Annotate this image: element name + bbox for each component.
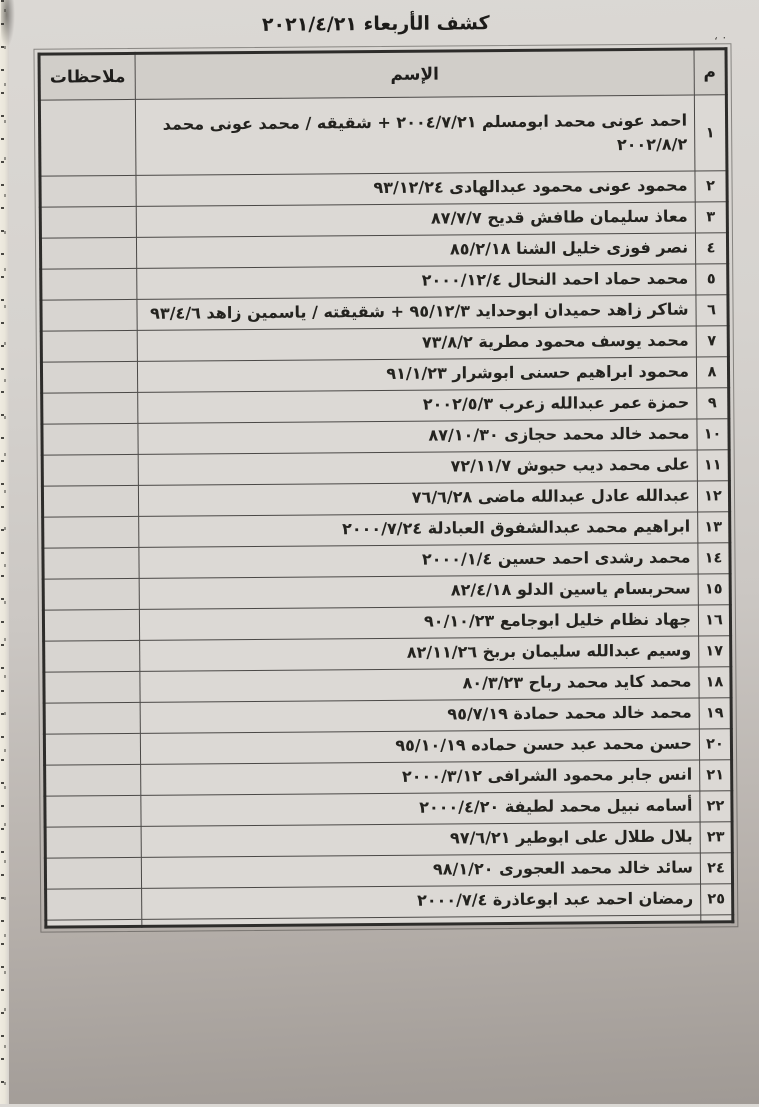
row-number-cell: ٢٠ (699, 728, 732, 760)
pen-marks: ، ٠ (713, 29, 729, 45)
name-cell: محمد كايد محمد رباح ٨٠/٣/٢٣ (139, 666, 700, 703)
notes-cell (43, 609, 140, 642)
header-name: الإسم (135, 49, 695, 100)
row-number-cell: ٢ (694, 170, 728, 203)
notes-cell (41, 361, 138, 394)
name-cell: بلال طلال على ابوطير ٩٧/٦/٢١ (141, 821, 701, 858)
notes-cell (40, 206, 137, 239)
notes-cell (42, 547, 140, 580)
table-header: م الإسم ملاحظات (39, 48, 727, 101)
row-number-cell: ٧ (696, 325, 729, 358)
notes-cell (45, 888, 142, 921)
name-cell: شاكر زاهد حميدان ابوحدايد ٩٥/١٢/٣ + شقيق… (136, 295, 697, 331)
row-number-cell: ١٤ (697, 542, 731, 574)
row-number-cell: ١ (694, 94, 727, 172)
header-number: م (693, 48, 727, 96)
name-cell: محمد رشدى احمد حسين ٢٠٠٠/١/٤ (138, 543, 699, 579)
row-number-cell: ٢٤ (700, 852, 733, 884)
row-number-cell: ٤ (695, 232, 728, 265)
name-cell: وسيم عبدالله سليمان بربخ ٨٢/١١/٢٦ (139, 635, 699, 672)
name-cell: احمد عونى محمد ابومسلم ٢٠٠٤/٧/٢١ + شقيقه… (135, 95, 695, 176)
row-number-cell: ٣ (695, 201, 728, 234)
spacer-cell (45, 919, 142, 928)
header-row: م الإسم ملاحظات (39, 48, 727, 101)
notes-cell (40, 299, 138, 332)
header-notes: ملاحظات (39, 53, 136, 101)
roster-table: م الإسم ملاحظات ١ احمد عونى محمد ابومسلم… (33, 43, 739, 933)
row-number-cell: ١٩ (699, 697, 732, 729)
row-number-cell: ١٨ (698, 666, 732, 698)
page-title: كشف الأربعاء ٢٠٢١/٤/٢١ (261, 12, 490, 36)
notes-cell (45, 857, 142, 890)
notes-cell (43, 671, 141, 704)
name-cell: محمود ابراهيم حسنى ابوشرار ٩١/١/٢٣ (137, 357, 697, 393)
row-number-cell: ١٧ (698, 635, 731, 667)
notes-cell (39, 99, 136, 177)
row-number-cell: ١٣ (697, 511, 730, 544)
name-cell: أسامه نبيل محمد لطيفة ٢٠٠٠/٤/٢٠ (140, 790, 701, 827)
spacer-cell (700, 914, 733, 922)
name-cell: سائد خالد محمد العجورى ٩٨/١/٢٠ (141, 852, 701, 889)
row-number-cell: ٩ (696, 387, 729, 420)
notes-cell (44, 764, 141, 797)
notes-cell (42, 454, 139, 487)
row-number-cell: ١٥ (698, 573, 731, 605)
row-number-cell: ٦ (695, 294, 729, 327)
notes-cell (45, 826, 142, 859)
name-cell: محمد خالد محمد حمادة ٩٥/٧/١٩ (140, 697, 700, 734)
name-cell: ابراهيم محمد عبدالشفوق العبادلة ٢٠٠٠/٧/٢… (138, 512, 698, 548)
notes-cell (44, 795, 142, 828)
name-cell: حمزة عمر عبدالله زعرب ٢٠٠٢/٥/٣ (137, 388, 697, 424)
name-cell: محمد خالد محمد حجازى ٨٧/١٠/٣٠ (137, 419, 698, 455)
row-number-cell: ٢١ (699, 759, 732, 791)
notes-cell (41, 330, 138, 363)
name-cell: عبدالله عادل عبدالله ماضى ٧٦/٦/٢٨ (138, 481, 698, 517)
name-cell: جهاد نظام خليل ابوجامع ٩٠/١٠/٢٣ (139, 604, 699, 641)
name-cell: رمضان احمد عبد ابوعاذرة ٢٠٠٠/٧/٤ (141, 883, 701, 920)
name-cell: حسن محمد عبد حسن حماده ٩٥/١٠/١٩ (140, 728, 700, 765)
name-cell: سحربسام ياسين الدلو ٨٢/٤/١٨ (139, 574, 699, 610)
row-number-cell: ٢٢ (699, 790, 733, 822)
table-row: ١ احمد عونى محمد ابومسلم ٢٠٠٤/٧/٢١ + شقي… (39, 94, 727, 177)
name-cell: محمود عونى محمود عبدالهادى ٩٣/١٢/٢٤ (135, 171, 696, 207)
row-number-cell: ٥ (695, 263, 728, 296)
name-cell: محمد حماد احمد النحال ٢٠٠٠/١٢/٤ (136, 264, 696, 300)
notes-cell (43, 640, 140, 673)
notes-cell (44, 733, 141, 766)
corner-smudge-artifact (1, 0, 15, 48)
notes-cell (42, 516, 139, 549)
name-cell: نصر فوزى خليل الشنا ٨٥/٢/١٨ (136, 233, 696, 269)
row-number-cell: ١١ (697, 449, 730, 482)
notes-cell (40, 268, 137, 301)
row-number-cell: ٢٥ (700, 883, 733, 915)
name-cell: معاذ سليمان طافش قديح ٨٧/٧/٧ (136, 202, 696, 238)
name-cell: على محمد ديب حبوش ٧٢/١١/٧ (138, 450, 698, 486)
name-cell: محمد يوسف محمود مطرية ٧٣/٨/٢ (137, 326, 697, 362)
row-number-cell: ٢٣ (700, 821, 733, 853)
notes-cell (44, 702, 141, 735)
notes-cell (40, 237, 137, 270)
row-number-cell: ١٢ (697, 480, 730, 513)
notebook-edge-artifact (0, 0, 9, 1104)
table-body: ١ احمد عونى محمد ابومسلم ٢٠٠٤/٧/٢١ + شقي… (39, 94, 733, 921)
notes-cell (43, 578, 140, 611)
row-number-cell: ٨ (696, 356, 729, 389)
name-cell: انس جابر محمود الشرافى ٢٠٠٠/٣/١٢ (140, 759, 700, 796)
notes-cell (41, 423, 139, 456)
row-number-cell: ١٠ (696, 418, 730, 451)
notes-cell (41, 392, 138, 425)
notes-cell (42, 485, 139, 518)
notes-cell (39, 175, 137, 208)
row-number-cell: ١٦ (698, 604, 731, 636)
